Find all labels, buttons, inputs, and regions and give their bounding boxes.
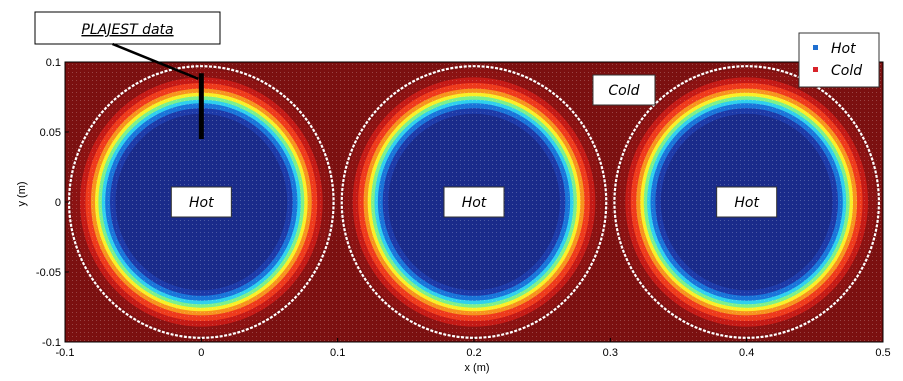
x-tick-label: 0.4	[739, 347, 754, 359]
callout-arrow	[112, 42, 199, 80]
y-tick-label: -0.1	[42, 337, 61, 349]
x-tick-label: 0.2	[466, 347, 481, 359]
hot-label: Hot	[189, 195, 214, 211]
hot-label-box	[443, 186, 505, 218]
callout-box	[34, 11, 221, 45]
legend-swatch-hot	[813, 45, 818, 50]
x-tick-label: 0.1	[330, 347, 345, 359]
y-tick-label: 0.1	[46, 57, 61, 69]
y-axis-label: y (m)	[16, 181, 28, 206]
x-axis-label: x (m)	[464, 362, 489, 374]
hot-label: Hot	[462, 195, 487, 211]
hot-label: Hot	[734, 195, 759, 211]
x-tick-label: 0	[198, 347, 204, 359]
legend-swatch-cold	[813, 67, 818, 72]
y-tick-label: 0	[55, 197, 61, 209]
x-tick-label: 0.3	[603, 347, 618, 359]
y-tick-label: 0.05	[40, 127, 61, 139]
hot-label-box	[170, 186, 232, 218]
callout-label: PLAJEST data	[81, 22, 173, 38]
x-tick-label: -0.1	[56, 347, 75, 359]
legend-label-cold: Cold	[831, 63, 862, 79]
cold-label: Cold	[608, 83, 639, 99]
legend-label-hot: Hot	[831, 41, 856, 57]
x-tick-label: 0.5	[875, 347, 890, 359]
y-tick-label: -0.05	[36, 267, 61, 279]
hot-label-box	[716, 186, 778, 218]
cold-label-box	[592, 74, 656, 106]
legend-box	[798, 32, 880, 88]
